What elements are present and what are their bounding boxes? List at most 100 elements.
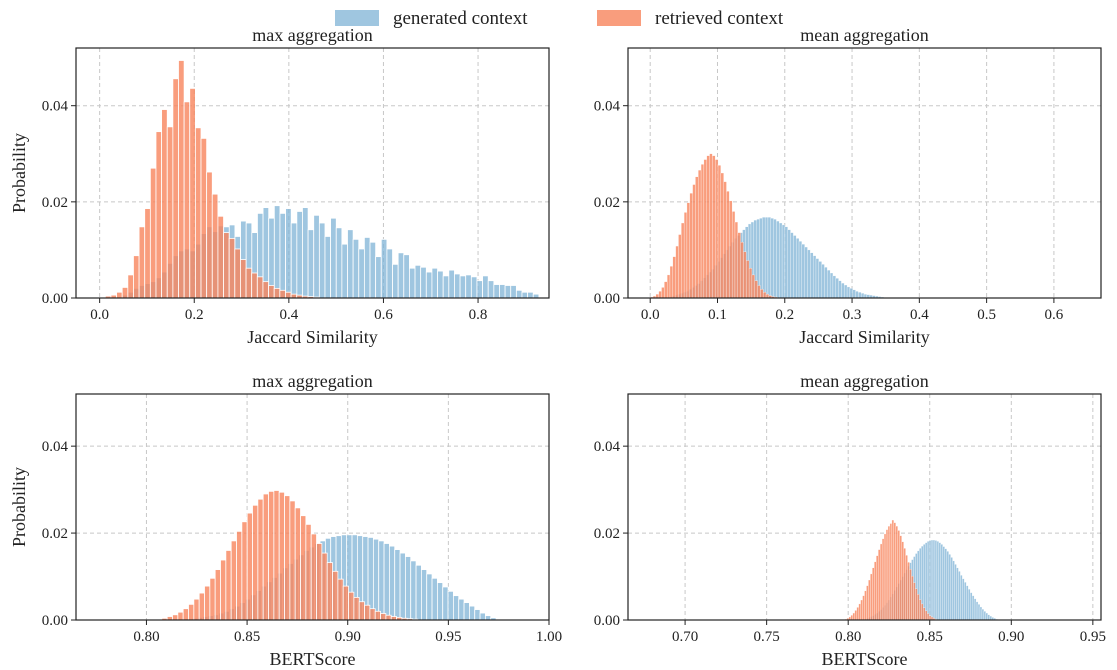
x-axis-label: Jaccard Similarity [247, 327, 377, 347]
panel-p1: 0.0 0.2 0.4 0.6 0.8 0.00 0.02 0.04 max aggregati… [9, 25, 550, 347]
bar-retrieved [194, 127, 202, 299]
bar-generated [934, 540, 938, 621]
bar-retrieved [251, 272, 258, 299]
x-tick-label: 0.4 [910, 307, 929, 323]
bar-generated [975, 601, 979, 621]
bar-generated [341, 243, 348, 299]
axes-frame-p1 [75, 47, 550, 299]
bar-generated [983, 611, 986, 621]
bar-retrieved [899, 535, 902, 621]
bar-retrieved [200, 137, 208, 299]
bar-generated [463, 602, 470, 621]
bar-retrieved [740, 242, 744, 299]
bar-retrieved [860, 599, 863, 621]
bar-generated [378, 540, 385, 621]
legend-swatch-retrieved [597, 10, 641, 26]
bar-retrieved [901, 541, 904, 621]
x-tick-label: 0.1 [708, 307, 727, 323]
x-tick-label: 1.00 [536, 629, 562, 645]
bar-generated [835, 278, 839, 299]
bar-generated [470, 276, 478, 299]
bar-generated [499, 284, 506, 299]
bar-retrieved [723, 181, 727, 299]
bars-p3 [156, 490, 497, 621]
bar-generated [798, 241, 803, 299]
bar-retrieved [228, 237, 236, 299]
bar-retrieved [915, 588, 918, 621]
bar-retrieved [262, 493, 269, 621]
bar-generated [954, 564, 957, 621]
panel-title: mean aggregation [800, 25, 928, 45]
bar-generated [404, 556, 412, 621]
bar-generated [952, 560, 955, 621]
bar-retrieved [240, 259, 247, 299]
bar-retrieved [911, 575, 914, 621]
bar-generated [971, 595, 975, 621]
y-tick-label: 0.00 [42, 613, 68, 629]
bar-generated [861, 293, 865, 299]
bar-retrieved [870, 573, 873, 621]
axes-frame-p2 [627, 47, 1102, 299]
bar-generated [801, 244, 805, 299]
bar-generated [987, 614, 990, 621]
bar-retrieved [850, 615, 853, 621]
bar-retrieved [905, 555, 908, 621]
bar-generated [397, 252, 405, 299]
bar-generated [973, 598, 977, 621]
bar-retrieved [127, 274, 134, 299]
bar-generated [504, 285, 512, 299]
bar-generated [521, 291, 529, 299]
bar-retrieved [149, 167, 157, 299]
bar-retrieved [294, 507, 301, 621]
bar-retrieved [868, 579, 871, 621]
bar-retrieved [166, 126, 174, 299]
x-tick-label: 0.0 [641, 307, 660, 323]
bar-generated [938, 542, 941, 621]
bar-generated [762, 217, 766, 299]
bar-retrieved [353, 597, 360, 621]
bar-retrieved [236, 530, 243, 621]
bar-generated [527, 291, 534, 299]
x-tick-label: 0.85 [234, 629, 260, 645]
bar-retrieved [337, 578, 344, 621]
bar-retrieved [204, 585, 211, 621]
x-tick-label: 0.3 [843, 307, 862, 323]
bar-generated [409, 267, 416, 299]
bar-retrieved [182, 608, 189, 621]
bar-generated [515, 289, 523, 299]
bar-retrieved [246, 512, 253, 621]
bar-generated [793, 235, 797, 299]
bar-generated [482, 275, 489, 299]
bar-generated [324, 236, 332, 299]
bar-retrieved [369, 608, 376, 621]
bar-generated [458, 598, 465, 621]
bar-generated [827, 269, 831, 299]
bar-retrieved [689, 193, 693, 299]
bar-retrieved [703, 159, 707, 299]
bar-generated [942, 546, 945, 621]
bar-retrieved [715, 159, 719, 299]
legend-label-generated: generated context [393, 8, 528, 29]
x-tick-label: 0.95 [1080, 629, 1106, 645]
x-tick-label: 0.6 [1045, 307, 1064, 323]
bar-generated [844, 284, 848, 299]
bar-retrieved [661, 287, 665, 299]
bar-generated [415, 564, 422, 621]
bar-retrieved [262, 281, 269, 299]
bar-generated [437, 270, 444, 299]
legend-swatch-generated [335, 10, 379, 26]
bar-retrieved [706, 155, 710, 299]
bar-retrieved [230, 540, 237, 621]
bar-retrieved [695, 176, 699, 299]
bar-generated [307, 229, 315, 299]
bar-retrieved [172, 78, 179, 299]
bar-retrieved [866, 585, 869, 621]
bar-generated [465, 274, 472, 299]
bar-retrieved [268, 285, 275, 299]
bar-generated [932, 539, 936, 621]
bar-retrieved [220, 559, 227, 621]
bar-retrieved [225, 550, 232, 621]
bar-generated [858, 292, 862, 299]
x-tick-label: 0.85 [917, 629, 943, 645]
bar-generated [807, 249, 811, 299]
